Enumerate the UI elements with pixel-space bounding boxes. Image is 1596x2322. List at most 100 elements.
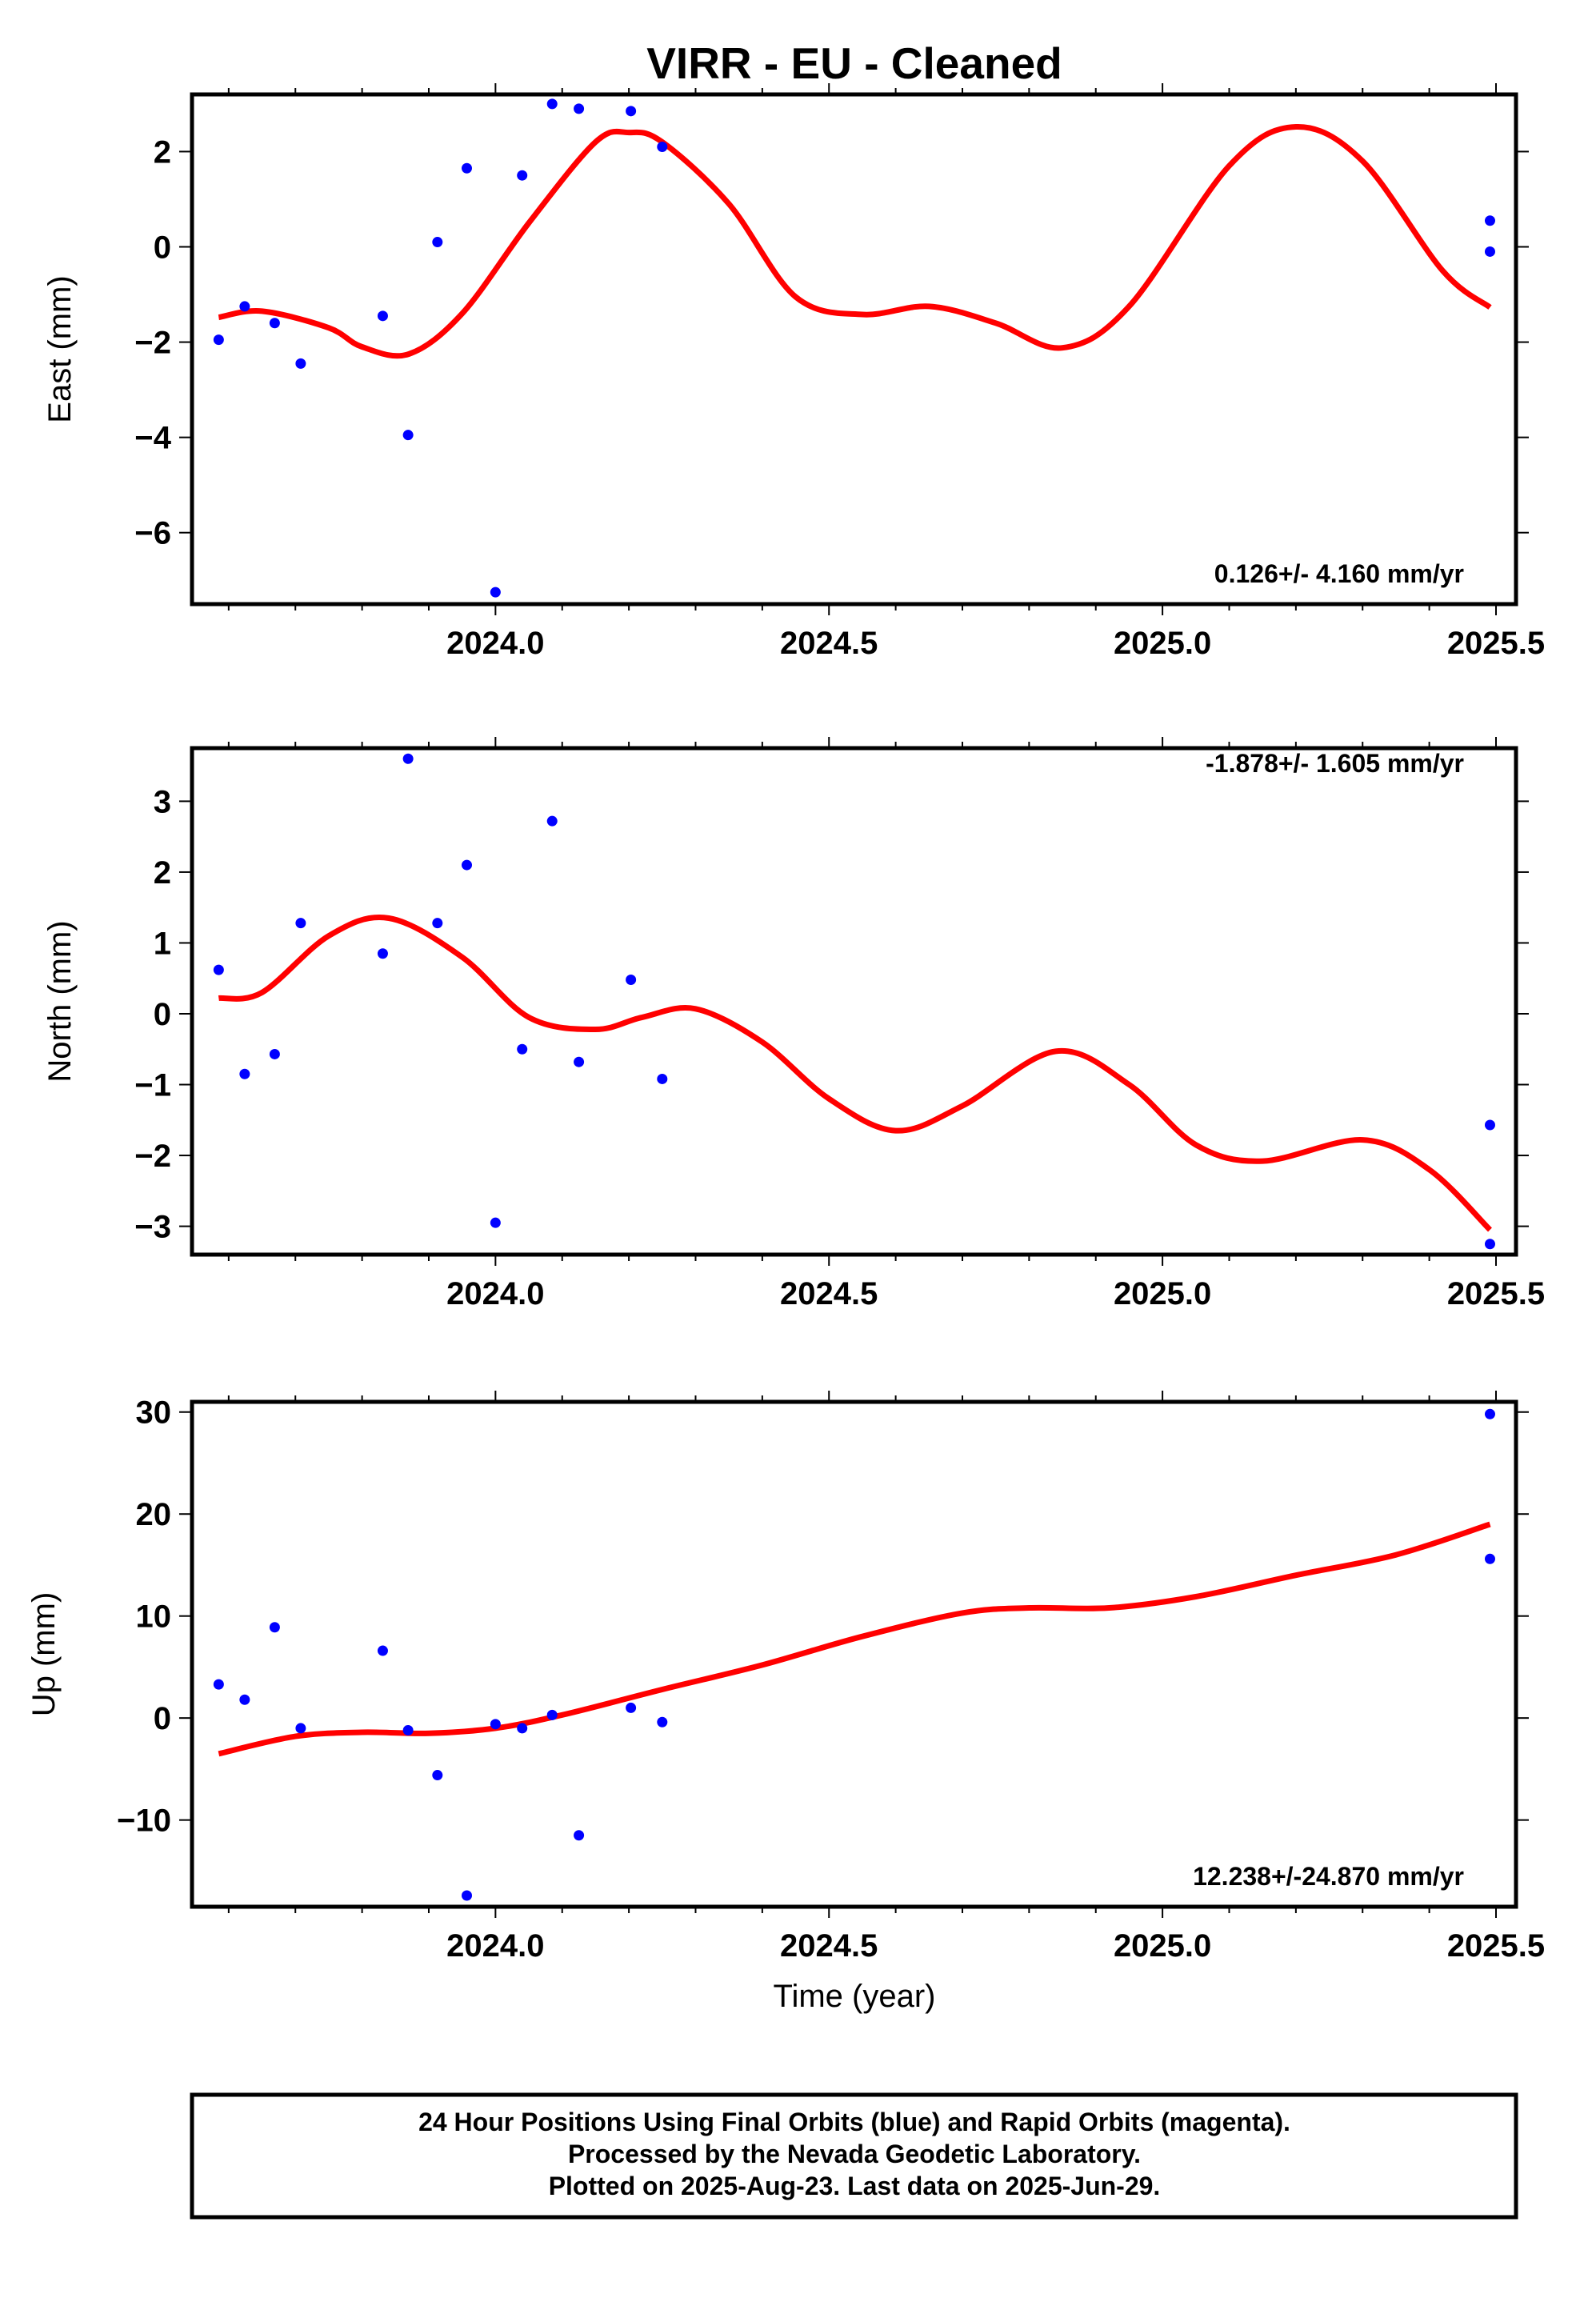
data-point — [574, 1830, 585, 1841]
panel-up: 2024.0 2024.5 2025.0 2025.5 30 20 10 0 −10 Up (mm… — [26, 1391, 1545, 1964]
chart-title: VIRR - EU - Cleaned — [646, 38, 1062, 88]
x-tick-label: 2025.5 — [1447, 626, 1545, 661]
data-point — [657, 1073, 668, 1084]
y-tick-label: 2 — [154, 134, 171, 170]
data-point — [517, 170, 528, 181]
model-curve — [218, 915, 1492, 1232]
y-tick-label: 3 — [154, 784, 171, 819]
data-point — [295, 1723, 306, 1734]
x-tick-label: 2025.0 — [1114, 626, 1211, 661]
x-tick-label: 2024.5 — [780, 626, 878, 661]
data-point — [1484, 1119, 1495, 1131]
data-point — [377, 948, 388, 959]
data-point — [1484, 1553, 1495, 1564]
data-point — [626, 1702, 637, 1713]
data-point — [490, 1217, 501, 1228]
data-point — [546, 815, 558, 827]
x-tick-label: 2024.0 — [446, 626, 544, 661]
x-tick-label: 2024.0 — [446, 1928, 544, 1964]
footer-line-2: Processed by the Nevada Geodetic Laborat… — [568, 2140, 1141, 2168]
data-point — [574, 1056, 585, 1067]
data-point — [490, 587, 501, 598]
data-point — [657, 1716, 668, 1727]
y-tick-label: 0 — [154, 997, 171, 1032]
data-point — [239, 1694, 250, 1705]
data-point — [402, 753, 414, 764]
y-axis-label: East (mm) — [42, 275, 78, 422]
data-point — [546, 98, 558, 110]
data-point — [517, 1723, 528, 1734]
data-point — [1484, 215, 1495, 226]
data-point — [402, 430, 414, 441]
model-curve — [218, 123, 1492, 359]
x-tick-label: 2025.0 — [1114, 1928, 1211, 1964]
panel-frame — [190, 746, 1518, 1257]
y-tick-label: −1 — [134, 1068, 171, 1103]
data-point — [1484, 246, 1495, 257]
panel-east: 2024.0 2024.5 2025.0 2025.5 2 0 −2 −4 −6 East (mm… — [42, 83, 1545, 661]
model-curve — [218, 1521, 1491, 1757]
y-tick-label: 0 — [154, 1701, 171, 1736]
data-point — [269, 1048, 280, 1059]
x-tick-label: 2024.0 — [446, 1276, 544, 1311]
panel-frame — [190, 92, 1518, 607]
data-point — [377, 310, 388, 322]
rate-label: 0.126+/- 4.160 mm/yr — [1214, 559, 1464, 588]
footer-line-3: Plotted on 2025-Aug-23. Last data on 202… — [549, 2172, 1161, 2200]
footer-box — [190, 2092, 1518, 2220]
y-tick-label: −4 — [134, 421, 171, 456]
y-tick-label: −6 — [134, 516, 171, 551]
y-tick-label: 10 — [136, 1599, 172, 1635]
y-tick-label: 30 — [136, 1395, 172, 1431]
y-tick-label: 2 — [154, 855, 171, 891]
y-tick-label: 0 — [154, 230, 171, 266]
data-point — [546, 1709, 558, 1720]
data-point — [213, 1679, 224, 1690]
x-tick-label: 2025.0 — [1114, 1276, 1211, 1311]
data-point — [432, 1770, 443, 1781]
rate-label: 12.238+/-24.870 mm/yr — [1193, 1862, 1464, 1891]
data-point — [517, 1043, 528, 1055]
y-tick-label: −10 — [117, 1804, 171, 1839]
data-point — [462, 162, 473, 174]
data-point — [490, 1719, 501, 1730]
y-tick-label: −2 — [134, 326, 171, 361]
y-axis-label: North (mm) — [42, 920, 78, 1082]
data-point — [239, 301, 250, 312]
x-axis-label: Time (year) — [774, 1979, 936, 2014]
data-point — [462, 859, 473, 871]
panel-north: 2024.0 2024.5 2025.0 2025.5 3 2 1 0 −1 −2 −3 North … — [42, 737, 1545, 1311]
data-point — [295, 358, 306, 369]
x-tick-label: 2024.5 — [780, 1276, 878, 1311]
y-tick-label: −3 — [134, 1210, 171, 1245]
data-point — [1484, 1408, 1495, 1419]
y-tick-label: 20 — [136, 1497, 172, 1532]
data-point — [269, 1622, 280, 1633]
panel-frame — [190, 1399, 1518, 1909]
rate-label: -1.878+/- 1.605 mm/yr — [1206, 749, 1464, 778]
data-point — [574, 103, 585, 114]
data-point — [269, 318, 280, 329]
data-point — [626, 974, 637, 985]
y-tick-label: 1 — [154, 926, 171, 961]
data-point — [432, 918, 443, 929]
data-point — [295, 918, 306, 929]
data-point — [657, 141, 668, 152]
data-point — [432, 237, 443, 248]
data-point — [402, 1724, 414, 1735]
x-tick-label: 2024.5 — [780, 1928, 878, 1964]
data-point — [377, 1645, 388, 1656]
data-point — [626, 106, 637, 117]
x-tick-label: 2025.5 — [1447, 1276, 1545, 1311]
y-tick-label: −2 — [134, 1139, 171, 1174]
data-point — [239, 1068, 250, 1079]
data-point — [213, 334, 224, 346]
footer-line-1: 24 Hour Positions Using Final Orbits (bl… — [418, 2108, 1290, 2136]
x-tick-label: 2025.5 — [1447, 1928, 1545, 1964]
data-point — [1484, 1239, 1495, 1250]
data-point — [213, 964, 224, 975]
data-point — [462, 1890, 473, 1901]
y-axis-label: Up (mm) — [26, 1592, 62, 1717]
